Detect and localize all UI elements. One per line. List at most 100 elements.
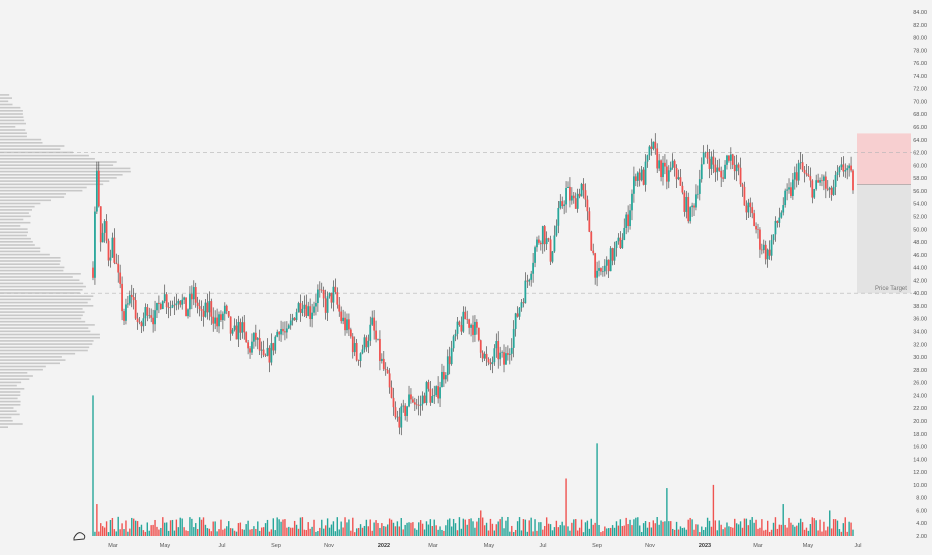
volume-bar (105, 521, 108, 536)
y-tick-label: 62.00 (913, 151, 927, 157)
volume-bar (249, 529, 251, 536)
volume-bar (544, 525, 546, 536)
candle-body (301, 308, 304, 313)
volume-bar (547, 523, 550, 536)
volume-bar (602, 531, 604, 536)
volume-bar (478, 517, 480, 536)
profile-bar (0, 336, 100, 339)
candle-body (138, 321, 141, 323)
profile-bar (0, 276, 73, 278)
volume-bar (848, 521, 850, 536)
volume-bar (456, 530, 459, 536)
candle-body (305, 304, 308, 316)
candle-body (103, 221, 106, 233)
volume-bar (765, 529, 767, 536)
candle-body (251, 341, 253, 353)
candle-body (625, 214, 628, 228)
volume-bar (474, 527, 476, 536)
volume-bar (794, 526, 796, 536)
volume-bar (782, 504, 784, 536)
candle-body (755, 225, 757, 230)
candle-body (728, 155, 730, 161)
candle-body (239, 321, 242, 333)
volume-bar (737, 524, 740, 536)
volume-bar (237, 523, 240, 536)
volume-bar (468, 518, 470, 536)
candle-body (392, 397, 395, 408)
candle-body (278, 331, 281, 335)
candle-body (795, 172, 798, 181)
candle-body (518, 307, 521, 317)
volume-bar (836, 520, 839, 536)
candle-body (538, 239, 540, 243)
profile-bar (0, 394, 21, 396)
candle-body (524, 280, 527, 304)
volume-bar (553, 527, 556, 536)
volume-bar (840, 531, 843, 536)
candle-body (474, 321, 476, 335)
volume-bar (734, 518, 736, 536)
candle-body (326, 296, 329, 313)
volume-bar (759, 527, 761, 536)
volume-bar (357, 527, 360, 536)
candle-body (425, 382, 428, 403)
candle-body (549, 239, 552, 262)
candle-body (134, 300, 137, 319)
candle-body (683, 192, 686, 212)
volume-bar (559, 525, 561, 536)
profile-bar (0, 346, 90, 349)
volume-bar (724, 527, 726, 536)
candle-body (313, 306, 315, 313)
y-tick-label: 40.00 (913, 291, 927, 297)
volume-bar (233, 530, 236, 536)
volume-bar (323, 528, 325, 536)
candle-body (499, 352, 502, 360)
volume-bar (584, 522, 587, 536)
candle-body (154, 310, 156, 325)
candle-body (807, 174, 810, 177)
candle-body (696, 193, 699, 195)
candle-body (338, 304, 341, 312)
candle-body (152, 317, 155, 325)
volume-bar (755, 519, 757, 536)
volume-bar (743, 518, 746, 536)
tradingview-logo-icon[interactable] (73, 532, 86, 541)
candle-body (404, 405, 407, 416)
candle-body (671, 160, 674, 168)
y-tick-label: 52.00 (913, 214, 927, 220)
volume-bar (183, 527, 185, 536)
candle-body (487, 359, 490, 363)
volume-bar (164, 522, 166, 536)
candle-body (532, 262, 535, 274)
volume-bar (670, 521, 672, 536)
candle-body (200, 308, 203, 311)
volume-bar (338, 529, 340, 536)
candle-body (790, 187, 792, 196)
volume-bar (406, 522, 408, 536)
profile-bar (0, 362, 60, 365)
candle-body (553, 235, 556, 252)
logo-shape (73, 532, 86, 541)
candle-body (351, 336, 354, 353)
candle-body (400, 406, 403, 428)
volume-bar (224, 528, 226, 536)
volume-bar (150, 525, 152, 536)
x-tick-label: Mar (108, 543, 118, 549)
candle-body (826, 188, 829, 190)
volume-bar (470, 518, 472, 536)
volume-bar (340, 521, 342, 536)
volume-bar (280, 521, 282, 536)
y-tick-label: 18.00 (913, 432, 927, 438)
candle-body (260, 349, 263, 351)
volume-bar (640, 531, 643, 536)
candle-body (303, 304, 306, 309)
volume-bar (123, 529, 125, 536)
volume-bar (266, 519, 269, 536)
profile-bar (0, 218, 24, 221)
profile-bar (0, 349, 88, 352)
profile-bar (0, 158, 95, 160)
profile-bar (0, 100, 9, 103)
candle-body (316, 289, 319, 304)
